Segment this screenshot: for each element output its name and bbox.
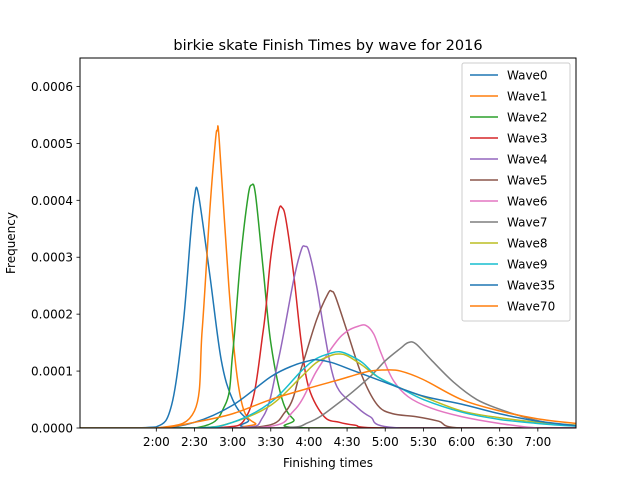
legend-label: Wave5	[507, 174, 548, 188]
x-axis-label: Finishing times	[283, 456, 373, 470]
x-tick-label: 5:30	[410, 435, 437, 449]
series-line-wave9	[80, 350, 576, 428]
x-tick-label: 6:00	[448, 435, 475, 449]
series-line-wave3	[80, 205, 576, 428]
x-tick-label: 3:30	[257, 435, 284, 449]
x-tick-label: 3:00	[219, 435, 246, 449]
y-tick-label: 0.0005	[31, 137, 73, 151]
legend-label: Wave8	[507, 237, 548, 251]
series-line-wave4	[80, 245, 576, 428]
y-tick-label: 0.0006	[31, 80, 73, 94]
legend-label: Wave9	[507, 258, 548, 272]
series-line-wave5	[80, 289, 576, 428]
y-tick-label: 0.0004	[31, 194, 73, 208]
series-line-wave6	[80, 324, 576, 428]
x-tick-label: 7:00	[524, 435, 551, 449]
series-line-wave1	[80, 125, 576, 428]
legend-label: Wave4	[507, 153, 548, 167]
y-axis: 0.0000 0.0001 0.0002 0.0003 0.0004 0.0005 0.00…	[31, 80, 80, 436]
series-line-wave70	[80, 369, 576, 428]
plot-frame	[79, 57, 577, 429]
legend-label: Wave35	[507, 279, 555, 293]
legend: Wave0 Wave1 Wave2 Wave3 Wave4 Wave5 Wave6 Wave7…	[461, 62, 571, 322]
legend-box	[461, 62, 571, 322]
legend-label: Wave3	[507, 132, 548, 146]
x-tick-label: 4:00	[295, 435, 322, 449]
series-line-wave35	[80, 358, 576, 428]
chart-title: birkie skate Finish Times by wave for 20…	[173, 38, 482, 54]
series-line-wave0	[80, 186, 576, 428]
y-tick-label: 0.0001	[31, 365, 73, 379]
series-line-wave7	[80, 341, 576, 428]
y-tick-label: 0.0003	[31, 251, 73, 265]
x-tick-label: 6:30	[486, 435, 513, 449]
x-axis: 2:00 2:30 3:00 3:30 4:00 4:30 5:00 5:30 6:00 6:30…	[143, 428, 551, 449]
x-tick-label: 2:00	[143, 435, 170, 449]
legend-label: Wave7	[507, 216, 548, 230]
series-layer	[80, 125, 576, 428]
legend-label: Wave6	[507, 195, 548, 209]
y-tick-label: 0.0000	[31, 422, 73, 436]
x-tick-label: 4:30	[334, 435, 361, 449]
y-axis-label: Frequency	[4, 212, 18, 274]
series-line-wave2	[80, 183, 576, 428]
legend-label: Wave2	[507, 111, 548, 125]
y-tick-label: 0.0002	[31, 308, 73, 322]
legend-label: Wave0	[507, 69, 548, 83]
x-tick-label: 2:30	[181, 435, 208, 449]
x-tick-label: 5:00	[372, 435, 399, 449]
legend-label: Wave70	[507, 300, 555, 314]
legend-label: Wave1	[507, 90, 548, 104]
